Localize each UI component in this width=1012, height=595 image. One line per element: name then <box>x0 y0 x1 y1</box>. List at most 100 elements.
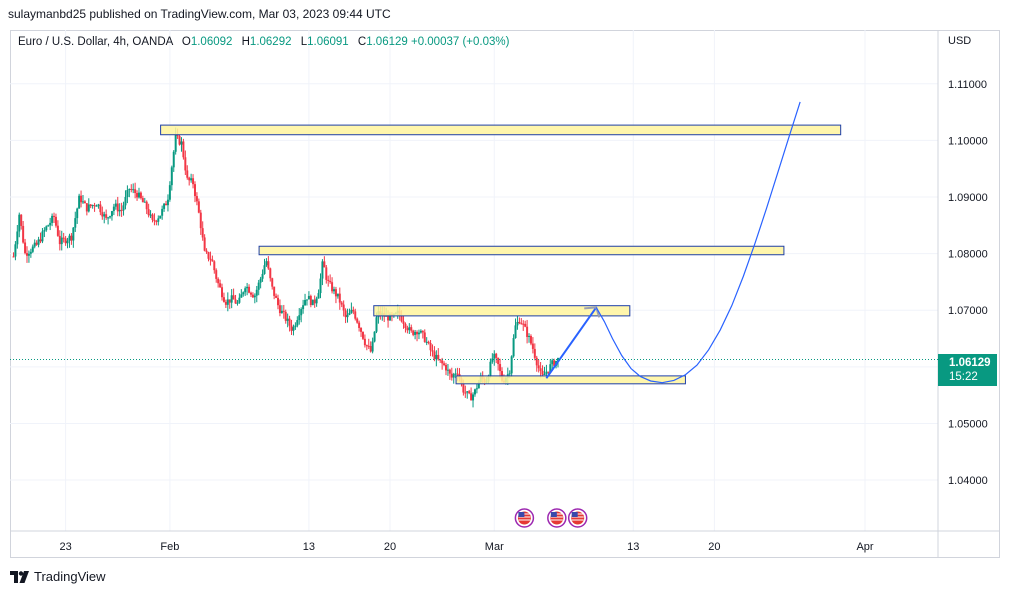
candle <box>470 387 473 401</box>
candle <box>342 300 345 317</box>
candle-body <box>182 141 185 158</box>
candle-body <box>541 370 544 375</box>
candle-body <box>211 259 214 262</box>
event-flag-canton <box>550 512 557 517</box>
candle-body <box>184 157 187 171</box>
candle <box>72 227 75 248</box>
candle <box>242 291 245 297</box>
candle <box>277 294 280 310</box>
last-price-value: 1.06129 <box>949 357 991 369</box>
candle <box>195 192 198 206</box>
candle <box>168 181 171 202</box>
candle-body <box>537 365 540 369</box>
candle <box>58 230 61 251</box>
candle-body <box>375 317 378 332</box>
price-axis: 1.04000 1.05000 1.07000 1.08000 1.09000 1.100… <box>948 79 988 487</box>
candle <box>31 244 34 254</box>
candle <box>445 362 448 376</box>
candle-body <box>29 251 32 254</box>
candle <box>132 183 135 194</box>
zone-rectangle <box>258 245 785 256</box>
candle-body <box>58 235 61 245</box>
candle-body <box>304 300 307 306</box>
candle-body <box>410 327 413 331</box>
candle-body <box>101 212 104 217</box>
candle <box>334 286 337 304</box>
candle-body <box>12 256 15 258</box>
candle-body <box>365 345 368 347</box>
candle-body <box>99 204 102 213</box>
candle-body <box>170 167 173 186</box>
candle-body <box>35 242 38 245</box>
candle-body <box>197 201 200 213</box>
zone-rectangle <box>160 124 842 136</box>
candle-body <box>472 394 475 401</box>
candle-body <box>221 287 224 298</box>
candle-body <box>400 315 403 322</box>
candle <box>535 355 538 372</box>
candle-body <box>545 371 548 375</box>
candle <box>149 210 152 219</box>
candle-body <box>118 209 121 212</box>
candle <box>120 202 123 217</box>
symbol-legend: Euro / U.S. Dollar, 4h, OANDA O1.06092 H… <box>18 36 509 48</box>
candle <box>91 204 94 209</box>
candle-body <box>336 293 339 297</box>
close-value: 1.06129 <box>366 36 408 48</box>
candle-body <box>120 209 123 211</box>
candle-body <box>466 391 469 393</box>
candle <box>263 258 266 275</box>
candle-body <box>91 205 94 207</box>
candle <box>105 209 108 220</box>
candle-body <box>321 261 324 279</box>
candle-body <box>219 283 222 288</box>
candle-body <box>195 196 198 202</box>
candle-body <box>126 190 129 198</box>
candle-body <box>277 297 280 306</box>
candle <box>56 220 59 237</box>
candle-body <box>367 345 370 347</box>
candles <box>12 127 559 408</box>
candle <box>452 372 455 384</box>
candle-body <box>109 216 112 218</box>
candle <box>43 227 46 238</box>
candle <box>363 334 366 348</box>
candle <box>412 329 415 337</box>
candle-body <box>85 203 88 212</box>
candle-body <box>203 237 206 251</box>
candle <box>87 198 90 213</box>
candle-body <box>269 268 272 279</box>
candle-body <box>286 318 289 321</box>
tradingview-logo[interactable]: TradingView <box>10 569 106 584</box>
candle <box>145 200 148 215</box>
candle-body <box>284 311 287 321</box>
candle <box>529 334 532 346</box>
candle-body <box>244 288 247 293</box>
candle-body <box>41 231 44 242</box>
candle-body <box>157 218 160 222</box>
candle-body <box>419 330 422 333</box>
candle <box>60 230 63 251</box>
candle <box>114 199 117 210</box>
candle-body <box>429 343 432 351</box>
candle-body <box>74 218 77 228</box>
time-tick-label: 13 <box>627 541 639 553</box>
candle <box>323 256 326 268</box>
candle-body <box>348 312 351 315</box>
candle-body <box>522 323 525 325</box>
candle <box>518 317 521 325</box>
candle-body <box>240 294 243 298</box>
candle <box>16 225 19 249</box>
candle-body <box>421 330 424 333</box>
candle <box>76 207 79 224</box>
candle <box>62 232 65 243</box>
candle-body <box>338 293 341 303</box>
candle <box>147 203 150 218</box>
candle-body <box>249 292 252 295</box>
candle <box>122 201 125 216</box>
candle <box>109 215 112 219</box>
candle-body <box>327 279 330 281</box>
candle <box>49 217 52 231</box>
candle-body <box>358 322 361 328</box>
